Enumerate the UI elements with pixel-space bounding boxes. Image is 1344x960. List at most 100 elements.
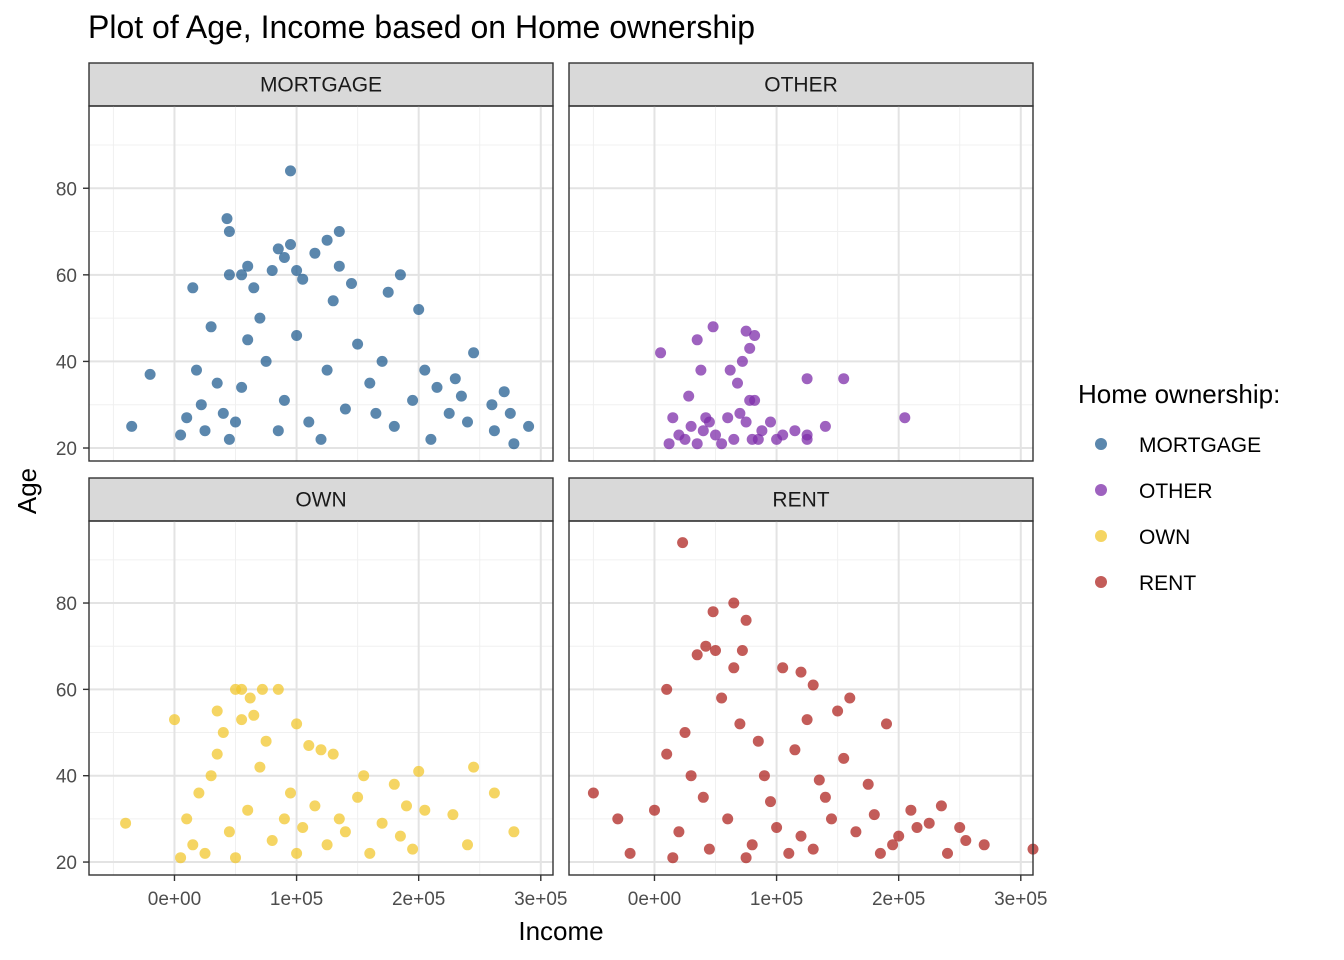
data-point-own bbox=[321, 839, 333, 851]
data-point-mortgage bbox=[211, 377, 223, 389]
data-point-mortgage bbox=[278, 252, 290, 263]
data-point-other bbox=[744, 394, 756, 406]
data-point-mortgage bbox=[223, 269, 235, 281]
data-point-own bbox=[291, 718, 303, 730]
points-mortgage bbox=[126, 165, 535, 450]
data-point-own bbox=[315, 744, 327, 756]
data-point-own bbox=[447, 809, 459, 821]
x-axis-left: 0e+00 1e+05 2e+05 3e+05 bbox=[148, 875, 567, 910]
data-point-mortgage bbox=[523, 420, 535, 432]
data-point-mortgage bbox=[327, 295, 339, 307]
data-point-own bbox=[413, 765, 425, 777]
data-point-rent bbox=[893, 830, 905, 842]
data-point-rent bbox=[722, 813, 734, 825]
y-axis-bottom: 20 40 60 80 bbox=[56, 594, 89, 874]
x-tick-label: 1e+05 bbox=[270, 889, 323, 910]
panel-frame-own bbox=[88, 520, 554, 876]
facet-label-own: OWN bbox=[295, 489, 346, 512]
data-point-mortgage bbox=[223, 433, 235, 445]
data-point-own bbox=[266, 835, 278, 846]
data-point-rent bbox=[838, 752, 850, 764]
data-point-rent bbox=[679, 727, 691, 738]
data-point-own bbox=[242, 804, 254, 816]
data-point-rent bbox=[685, 770, 697, 782]
data-point-own bbox=[244, 692, 256, 704]
data-point-rent bbox=[874, 847, 886, 859]
data-point-rent bbox=[881, 718, 892, 730]
data-point-rent bbox=[703, 843, 715, 855]
data-point-rent bbox=[677, 537, 689, 549]
chart-title: Plot of Age, Income based on Home owners… bbox=[88, 9, 755, 45]
data-point-rent bbox=[905, 804, 917, 816]
data-point-own bbox=[462, 839, 473, 851]
data-point-own bbox=[211, 705, 223, 717]
data-point-rent bbox=[935, 800, 947, 812]
data-point-mortgage bbox=[370, 407, 382, 419]
data-point-mortgage bbox=[285, 165, 296, 177]
y-tick-label: 40 bbox=[56, 352, 77, 373]
data-point-mortgage bbox=[278, 394, 290, 406]
data-point-mortgage bbox=[462, 416, 473, 428]
data-point-own bbox=[236, 714, 248, 726]
data-point-rent bbox=[868, 809, 880, 821]
legend-label-other: OTHER bbox=[1139, 480, 1213, 503]
data-point-own bbox=[376, 817, 388, 829]
data-point-rent bbox=[850, 826, 862, 838]
data-point-mortgage bbox=[291, 265, 303, 276]
legend-title: Home ownership: bbox=[1078, 379, 1280, 409]
data-point-mortgage bbox=[242, 260, 254, 272]
data-point-mortgage bbox=[285, 239, 296, 250]
data-point-own bbox=[388, 778, 400, 790]
data-point-mortgage bbox=[315, 433, 327, 445]
data-point-own bbox=[248, 709, 260, 721]
data-point-other bbox=[663, 438, 675, 450]
data-point-mortgage bbox=[486, 399, 498, 411]
data-point-other bbox=[655, 347, 667, 359]
data-point-mortgage bbox=[221, 213, 233, 225]
data-point-own bbox=[256, 683, 268, 695]
legend-label-rent: RENT bbox=[1139, 572, 1196, 595]
data-point-other bbox=[899, 412, 911, 424]
data-point-rent bbox=[740, 614, 752, 626]
data-point-own bbox=[120, 817, 132, 829]
data-point-other bbox=[728, 433, 740, 445]
data-point-other bbox=[716, 438, 728, 450]
data-point-rent bbox=[587, 787, 599, 799]
data-point-rent bbox=[746, 839, 758, 851]
data-point-own bbox=[217, 727, 229, 738]
data-point-mortgage bbox=[413, 304, 425, 315]
data-point-other bbox=[734, 407, 746, 419]
data-point-rent bbox=[661, 683, 673, 695]
data-point-mortgage bbox=[191, 364, 202, 376]
data-point-mortgage bbox=[468, 347, 480, 359]
data-point-mortgage bbox=[339, 403, 351, 415]
points-rent bbox=[587, 537, 1039, 864]
data-point-rent bbox=[771, 822, 783, 833]
data-point-rent bbox=[697, 791, 709, 803]
data-point-other bbox=[697, 425, 709, 437]
data-point-rent bbox=[734, 718, 746, 730]
data-point-own bbox=[407, 843, 419, 855]
data-point-own bbox=[272, 683, 284, 695]
data-point-other bbox=[667, 412, 679, 424]
data-point-mortgage bbox=[223, 226, 235, 237]
data-point-rent bbox=[673, 826, 685, 838]
data-point-other bbox=[801, 433, 813, 445]
facet-panel-other: OTHER bbox=[568, 62, 1034, 462]
data-point-other bbox=[683, 390, 695, 402]
data-point-mortgage bbox=[333, 260, 345, 272]
data-point-own bbox=[223, 826, 235, 838]
data-point-other bbox=[740, 325, 752, 337]
x-tick-label: 2e+05 bbox=[872, 889, 925, 910]
data-point-mortgage bbox=[309, 247, 321, 259]
legend: Home ownership: MORTGAGE OTHER OWN RENT bbox=[1078, 379, 1280, 595]
data-point-other bbox=[749, 330, 761, 341]
data-point-rent bbox=[736, 645, 748, 656]
facet-panel-rent: RENT bbox=[568, 477, 1039, 876]
y-tick-label: 80 bbox=[56, 594, 77, 615]
data-point-rent bbox=[707, 606, 719, 618]
data-point-rent bbox=[777, 662, 789, 674]
data-point-mortgage bbox=[376, 355, 388, 367]
panel-frame-other bbox=[568, 105, 1034, 462]
